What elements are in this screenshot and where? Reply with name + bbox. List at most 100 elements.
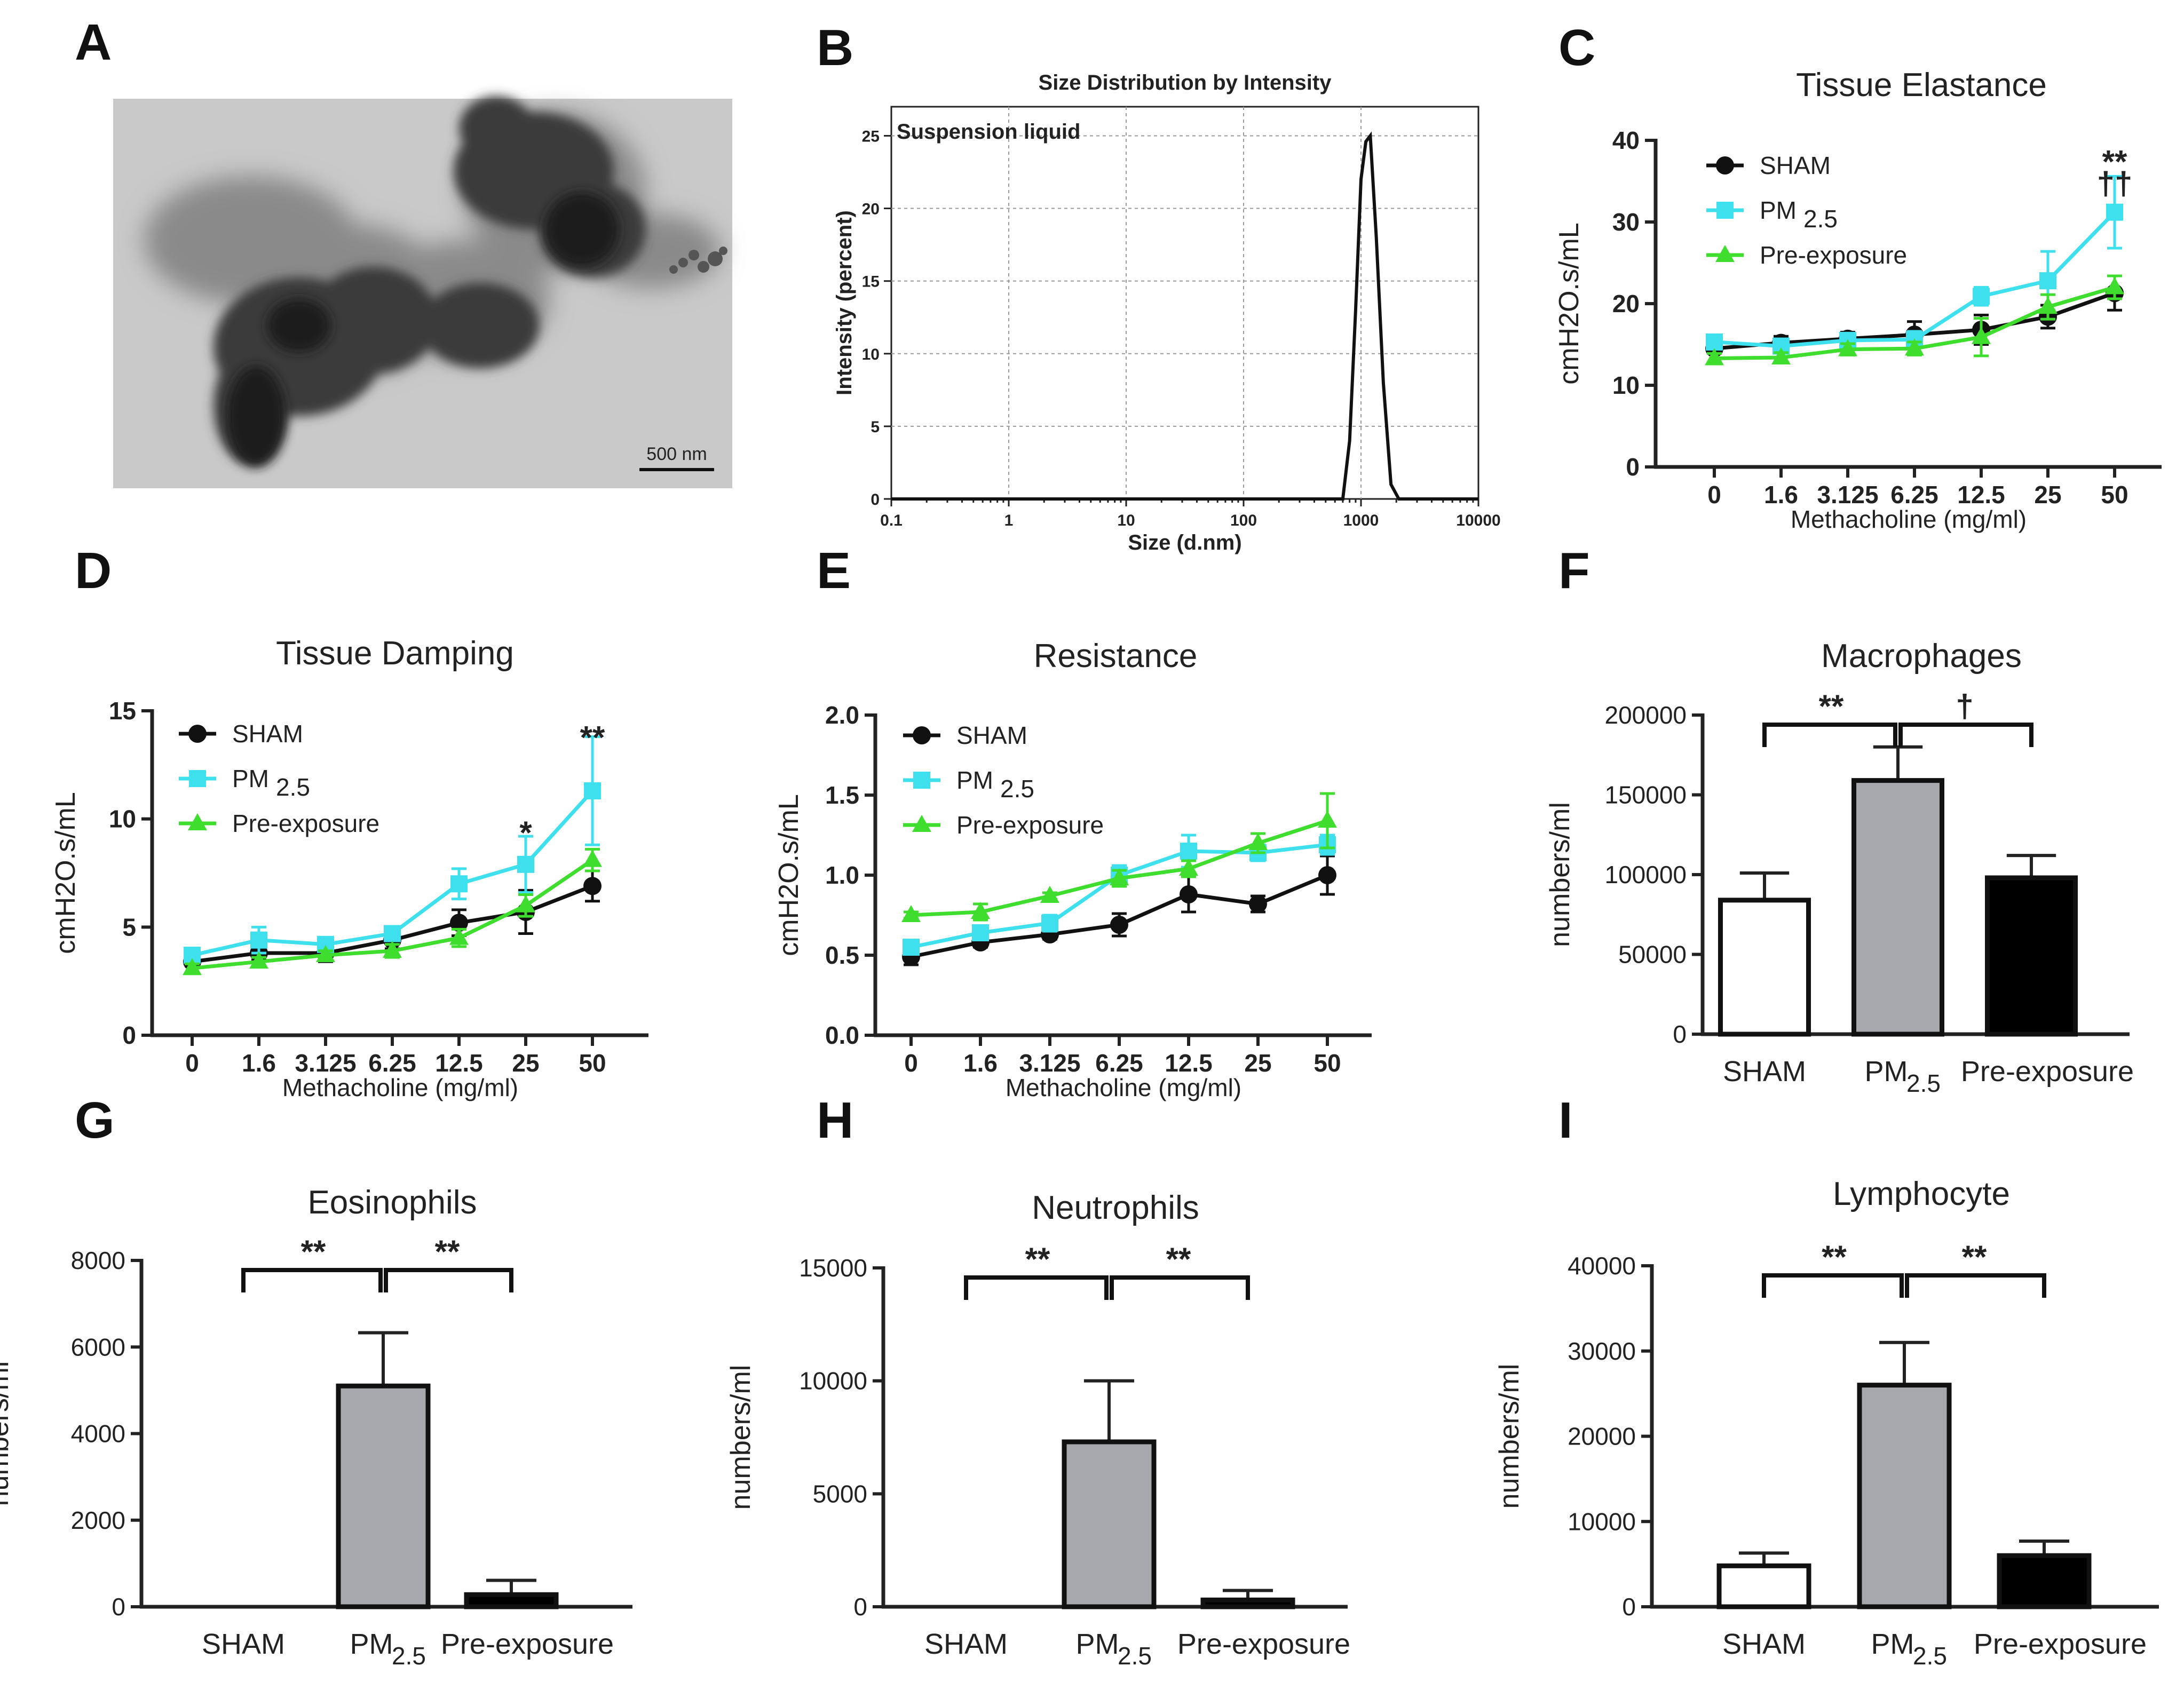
category-label-sham: SHAM [202, 1628, 285, 1660]
y-axis-label: Intensity (percent) [833, 210, 856, 395]
y-tick-label: 0.0 [825, 1021, 859, 1049]
y-axis-label: cmH2O.s/mL [1554, 223, 1585, 384]
x-tick-label: 50 [2101, 481, 2128, 509]
bar [1985, 875, 2078, 1037]
panel-letter-d: D [75, 542, 112, 599]
data-point [1110, 868, 1129, 885]
legend-label-sham: SHAM [232, 720, 303, 748]
y-tick-label: 10 [1612, 371, 1640, 399]
significance-marker: ** [435, 1234, 460, 1270]
data-point [1771, 347, 1791, 364]
data-point [1180, 843, 1197, 860]
panel-letter-g: G [75, 1092, 115, 1149]
data-point [1179, 859, 1198, 876]
category-label-pm: PM [1076, 1628, 1119, 1660]
x-tick-label: 10 [1117, 512, 1135, 529]
x-tick-label: 50 [579, 1049, 606, 1077]
chart-title: Eosinophils [307, 1184, 477, 1221]
panel-e-resistance: 0.0 0.5 1.0 1.5 2.0 0 1.6 3.125 6.25 12.5 25 50 Meth… [773, 638, 1372, 1101]
data-point [1041, 915, 1058, 932]
y-tick-label: 0 [1673, 1020, 1687, 1048]
data-point [1249, 895, 1267, 913]
series-pre-exposure [1705, 274, 2124, 366]
x-tick-label: 50 [1313, 1049, 1341, 1077]
data-point [1180, 885, 1198, 903]
data-point [1318, 866, 1336, 884]
chart-title: Tissue Damping [276, 635, 514, 672]
x-axis-label: Methacholine (mg/ml) [282, 1074, 518, 1101]
bar [1857, 1383, 1952, 1609]
data-point [316, 945, 335, 963]
data-point [183, 958, 202, 975]
bar [464, 1592, 559, 1609]
y-tick-label: 20 [862, 201, 880, 218]
x-tick-label: 1.6 [963, 1049, 998, 1077]
y-tick-label: 10000 [1568, 1508, 1636, 1535]
data-point [1248, 833, 1268, 850]
x-tick-label: 0 [904, 1049, 918, 1077]
panel-letter-e: E [817, 542, 851, 599]
panel-b-size-distribution: 0 5 10 15 20 25 0.1 1 10 100 1000 10000 Size Distrib… [833, 71, 1501, 554]
x-tick-label: 0 [185, 1049, 199, 1077]
bar [1718, 898, 1811, 1037]
panel-letter-i: I [1558, 1092, 1573, 1149]
x-tick-label: 1.6 [1764, 481, 1798, 509]
chart-title: Lymphocyte [1833, 1176, 2010, 1212]
category-label-pre-exposure: Pre-exposure [1177, 1628, 1350, 1660]
legend-label-pm-subscript: 2.5 [1000, 775, 1034, 803]
y-tick-label: 5000 [813, 1480, 867, 1508]
y-tick-label: 0 [853, 1593, 867, 1621]
y-tick-label: 4000 [71, 1420, 125, 1448]
significance-marker: ** [1819, 688, 1844, 724]
chart-title: Tissue Elastance [1796, 67, 2047, 104]
x-tick-label: 25 [2034, 481, 2061, 509]
significance-marker: ** [1962, 1239, 1987, 1275]
y-tick-label: 1.0 [825, 861, 859, 889]
series-pre-exposure [183, 847, 602, 975]
x-tick-label: 25 [1244, 1049, 1271, 1077]
data-point [449, 927, 469, 945]
significance-marker: †† [2097, 166, 2133, 202]
x-tick-label: 0 [1707, 481, 1721, 509]
category-label-pm-subscript: 2.5 [392, 1642, 426, 1670]
data-point [971, 902, 990, 919]
series-pm2-5 [184, 735, 601, 964]
x-tick-label: 1 [1004, 512, 1014, 529]
panel-g-eosinophils: 0 2000 4000 6000 8000 numbers/ml Eosinophils SH… [0, 1184, 632, 1670]
panel-d-tissue-damping: 0 5 10 15 0 1.6 3.125 6.25 12.5 25 50 Methacholine … [50, 635, 648, 1101]
legend-marker [912, 815, 931, 832]
y-tick-label: 0 [871, 491, 880, 509]
y-tick-label: 0 [1626, 453, 1640, 481]
distribution-line [891, 131, 1478, 501]
category-label-pre-exposure: Pre-exposure [1961, 1056, 2134, 1088]
legend-marker [913, 726, 931, 744]
significance-bracket [964, 1275, 1109, 1300]
data-point [903, 939, 920, 956]
panel-f-macrophages: 0 50000 100000 150000 200000 numbers/ml Macrop… [1545, 638, 2134, 1097]
legend-label-pm: PM [232, 765, 269, 792]
significance-bracket [1905, 1273, 2046, 1298]
data-point [450, 875, 468, 893]
x-tick-label: 12.5 [1165, 1049, 1213, 1077]
data-point [1972, 327, 1991, 344]
significance-marker: * [519, 815, 532, 851]
legend-label-pre-exposure: Pre-exposure [232, 810, 379, 837]
category-label-pre-exposure: Pre-exposure [1974, 1628, 2147, 1660]
y-axis-label: numbers/ml [1494, 1364, 1525, 1509]
legend: SHAM PM 2.5 Pre-exposure [179, 720, 379, 837]
y-tick-label: 20000 [1568, 1423, 1636, 1450]
panel-c-tissue-elastance: 0 10 20 30 40 0 1.6 3.125 6.25 12.5 25 50 Methacholi… [1554, 67, 2162, 533]
y-tick-label: 15 [862, 273, 880, 291]
significance-bracket [1110, 1275, 1250, 1300]
series-pre-exposure [901, 792, 1337, 922]
data-point [384, 925, 401, 942]
significance-marker: † [1956, 688, 1973, 724]
y-tick-label: 2.0 [825, 701, 859, 729]
significance-bracket [1762, 723, 1897, 747]
category-label-sham: SHAM [1723, 1056, 1806, 1088]
category-label-pm-subscript: 2.5 [1913, 1642, 1947, 1670]
legend-label-pre-exposure: Pre-exposure [956, 811, 1104, 839]
data-point [450, 914, 468, 932]
bar [1716, 1563, 1811, 1609]
